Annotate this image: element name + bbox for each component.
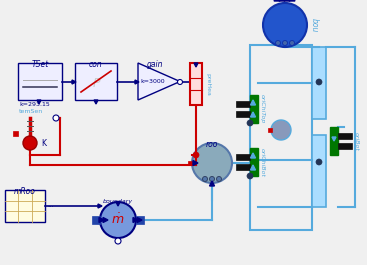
Bar [188, 161, 192, 165]
Polygon shape [251, 100, 255, 105]
Polygon shape [103, 218, 108, 223]
Polygon shape [274, 0, 280, 1]
Bar [236, 111, 250, 117]
Text: bou: bou [310, 18, 319, 32]
Text: $\dot{m}$: $\dot{m}$ [111, 213, 125, 227]
Bar [236, 164, 250, 170]
Bar [312, 135, 326, 207]
Text: mRoo: mRoo [14, 187, 36, 196]
Bar [75, 63, 117, 100]
Circle shape [247, 120, 253, 126]
Circle shape [276, 41, 280, 46]
Text: preHea: preHea [205, 73, 210, 95]
Polygon shape [137, 218, 142, 223]
Circle shape [178, 80, 182, 85]
Bar [312, 47, 326, 119]
Bar [18, 63, 62, 100]
Circle shape [23, 136, 37, 150]
Bar [136, 216, 144, 224]
Polygon shape [251, 153, 255, 158]
Polygon shape [251, 165, 255, 170]
Circle shape [192, 143, 232, 183]
Bar [236, 101, 250, 107]
Circle shape [283, 41, 287, 46]
Text: k=293.15: k=293.15 [19, 102, 50, 107]
Polygon shape [37, 100, 41, 104]
Text: oriBot: oriBot [354, 131, 359, 151]
Bar [13, 131, 18, 136]
Text: oriChiBot: oriChiBot [260, 148, 265, 176]
Polygon shape [279, 0, 285, 1]
Bar [338, 143, 352, 149]
Text: ...: ... [47, 202, 54, 208]
Circle shape [193, 152, 199, 158]
Polygon shape [135, 80, 139, 84]
Polygon shape [332, 137, 336, 141]
Text: temSen: temSen [19, 109, 43, 114]
Polygon shape [133, 218, 138, 223]
Circle shape [217, 176, 222, 182]
Bar [5, 190, 45, 222]
Text: P: P [92, 77, 100, 90]
Circle shape [247, 173, 253, 179]
Bar [92, 216, 100, 224]
Circle shape [263, 3, 307, 47]
Circle shape [210, 176, 214, 182]
Text: k=3000: k=3000 [141, 79, 165, 84]
Text: K: K [41, 139, 46, 148]
Bar [236, 154, 250, 160]
Circle shape [115, 238, 121, 244]
Bar [330, 127, 338, 155]
Polygon shape [194, 63, 198, 67]
Polygon shape [138, 63, 180, 100]
Circle shape [271, 120, 291, 140]
Text: roo: roo [206, 140, 218, 149]
Polygon shape [116, 202, 120, 206]
Circle shape [316, 79, 322, 85]
Circle shape [290, 41, 294, 46]
Polygon shape [72, 80, 76, 84]
Polygon shape [284, 0, 290, 1]
Text: boundary: boundary [103, 199, 133, 204]
Polygon shape [99, 218, 104, 223]
Polygon shape [210, 181, 214, 186]
Text: con: con [89, 60, 103, 69]
Text: oriChiTop: oriChiTop [260, 94, 265, 124]
Bar [250, 45, 312, 230]
Circle shape [316, 159, 322, 165]
Circle shape [100, 202, 136, 238]
Circle shape [203, 176, 207, 182]
Polygon shape [251, 112, 255, 117]
Bar [250, 95, 258, 123]
Text: TSet: TSet [31, 60, 48, 69]
Text: gain: gain [147, 60, 163, 69]
Bar [338, 133, 352, 139]
Polygon shape [98, 204, 102, 208]
Bar [250, 148, 258, 176]
Polygon shape [193, 161, 198, 166]
Circle shape [53, 115, 59, 121]
Polygon shape [94, 100, 98, 104]
Bar [268, 128, 272, 132]
Bar [190, 63, 202, 105]
Polygon shape [289, 0, 295, 1]
